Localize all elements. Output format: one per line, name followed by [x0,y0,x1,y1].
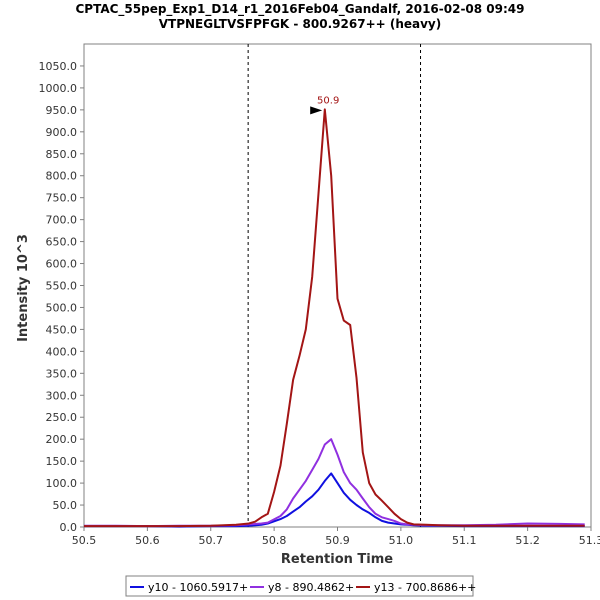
y-tick-label: 600.0 [46,258,78,271]
legend-label: y13 - 700.8686++ [374,581,476,594]
x-tick-label: 50.9 [325,534,350,547]
peak-annotation: 50.9 [310,95,339,115]
peak-marker-icon [310,106,323,115]
y-tick-label: 750.0 [46,192,78,205]
y-tick-label: 950.0 [46,104,78,117]
y-tick-label: 300.0 [46,389,78,402]
y-axis: 0.0 50.0 100.0 150.0 200.0 250.0 300.0 350.0 400… [39,60,84,534]
y-axis-title: Intensity 10^3 [16,234,31,342]
legend-box [125,575,474,597]
y-tick-label: 900.0 [46,126,78,139]
y-tick-label: 150.0 [46,455,78,468]
legend: y10 - 1060.5917+ y8 - 890.4862+ y13 - 700.… [130,581,476,594]
y-tick-label: 350.0 [46,367,78,380]
legend-label: y8 - 890.4862+ [268,581,354,594]
x-tick-label: 50.8 [262,534,287,547]
y-tick-label: 550.0 [46,280,78,293]
x-tick-label: 51.2 [515,534,540,547]
integration-boundaries [247,44,422,527]
x-tick-label: 50.7 [199,534,224,547]
y-tick-label: 450.0 [46,323,78,336]
y-tick-label: 850.0 [46,148,78,161]
series-lines [84,108,585,528]
y-tick-label: 1000.0 [39,82,78,95]
y-tick-label: 250.0 [46,411,78,424]
x-tick-label: 50.5 [72,534,97,547]
y-tick-label: 0.0 [60,521,78,534]
series-line [84,108,585,528]
x-tick-label: 51.1 [452,534,477,547]
x-tick-label: 51.3 [579,534,600,547]
x-axis-title: Retention Time [281,552,393,567]
y-tick-label: 1050.0 [39,60,78,73]
y-tick-label: 700.0 [46,214,78,227]
legend-label: y10 - 1060.5917+ [148,581,248,594]
y-tick-label: 50.0 [53,499,78,512]
y-tick-label: 800.0 [46,170,78,183]
y-tick-label: 100.0 [46,477,78,490]
y-tick-label: 200.0 [46,433,78,446]
x-tick-label: 50.6 [135,534,160,547]
peak-label: 50.9 [317,95,339,106]
y-tick-label: 400.0 [46,345,78,358]
y-tick-label: 500.0 [46,301,78,314]
x-tick-label: 51.0 [389,534,414,547]
chart-subtitle: VTPNEGLTVSFPFGK - 800.9267++ (heavy) [159,17,442,31]
chart-title: CPTAC_55pep_Exp1_D14_r1_2016Feb04_Gandal… [75,2,524,17]
y-tick-label: 650.0 [46,236,78,249]
x-axis: 50.5 50.6 50.7 50.8 50.9 51.0 51.1 51.2 51.3 [72,527,600,547]
